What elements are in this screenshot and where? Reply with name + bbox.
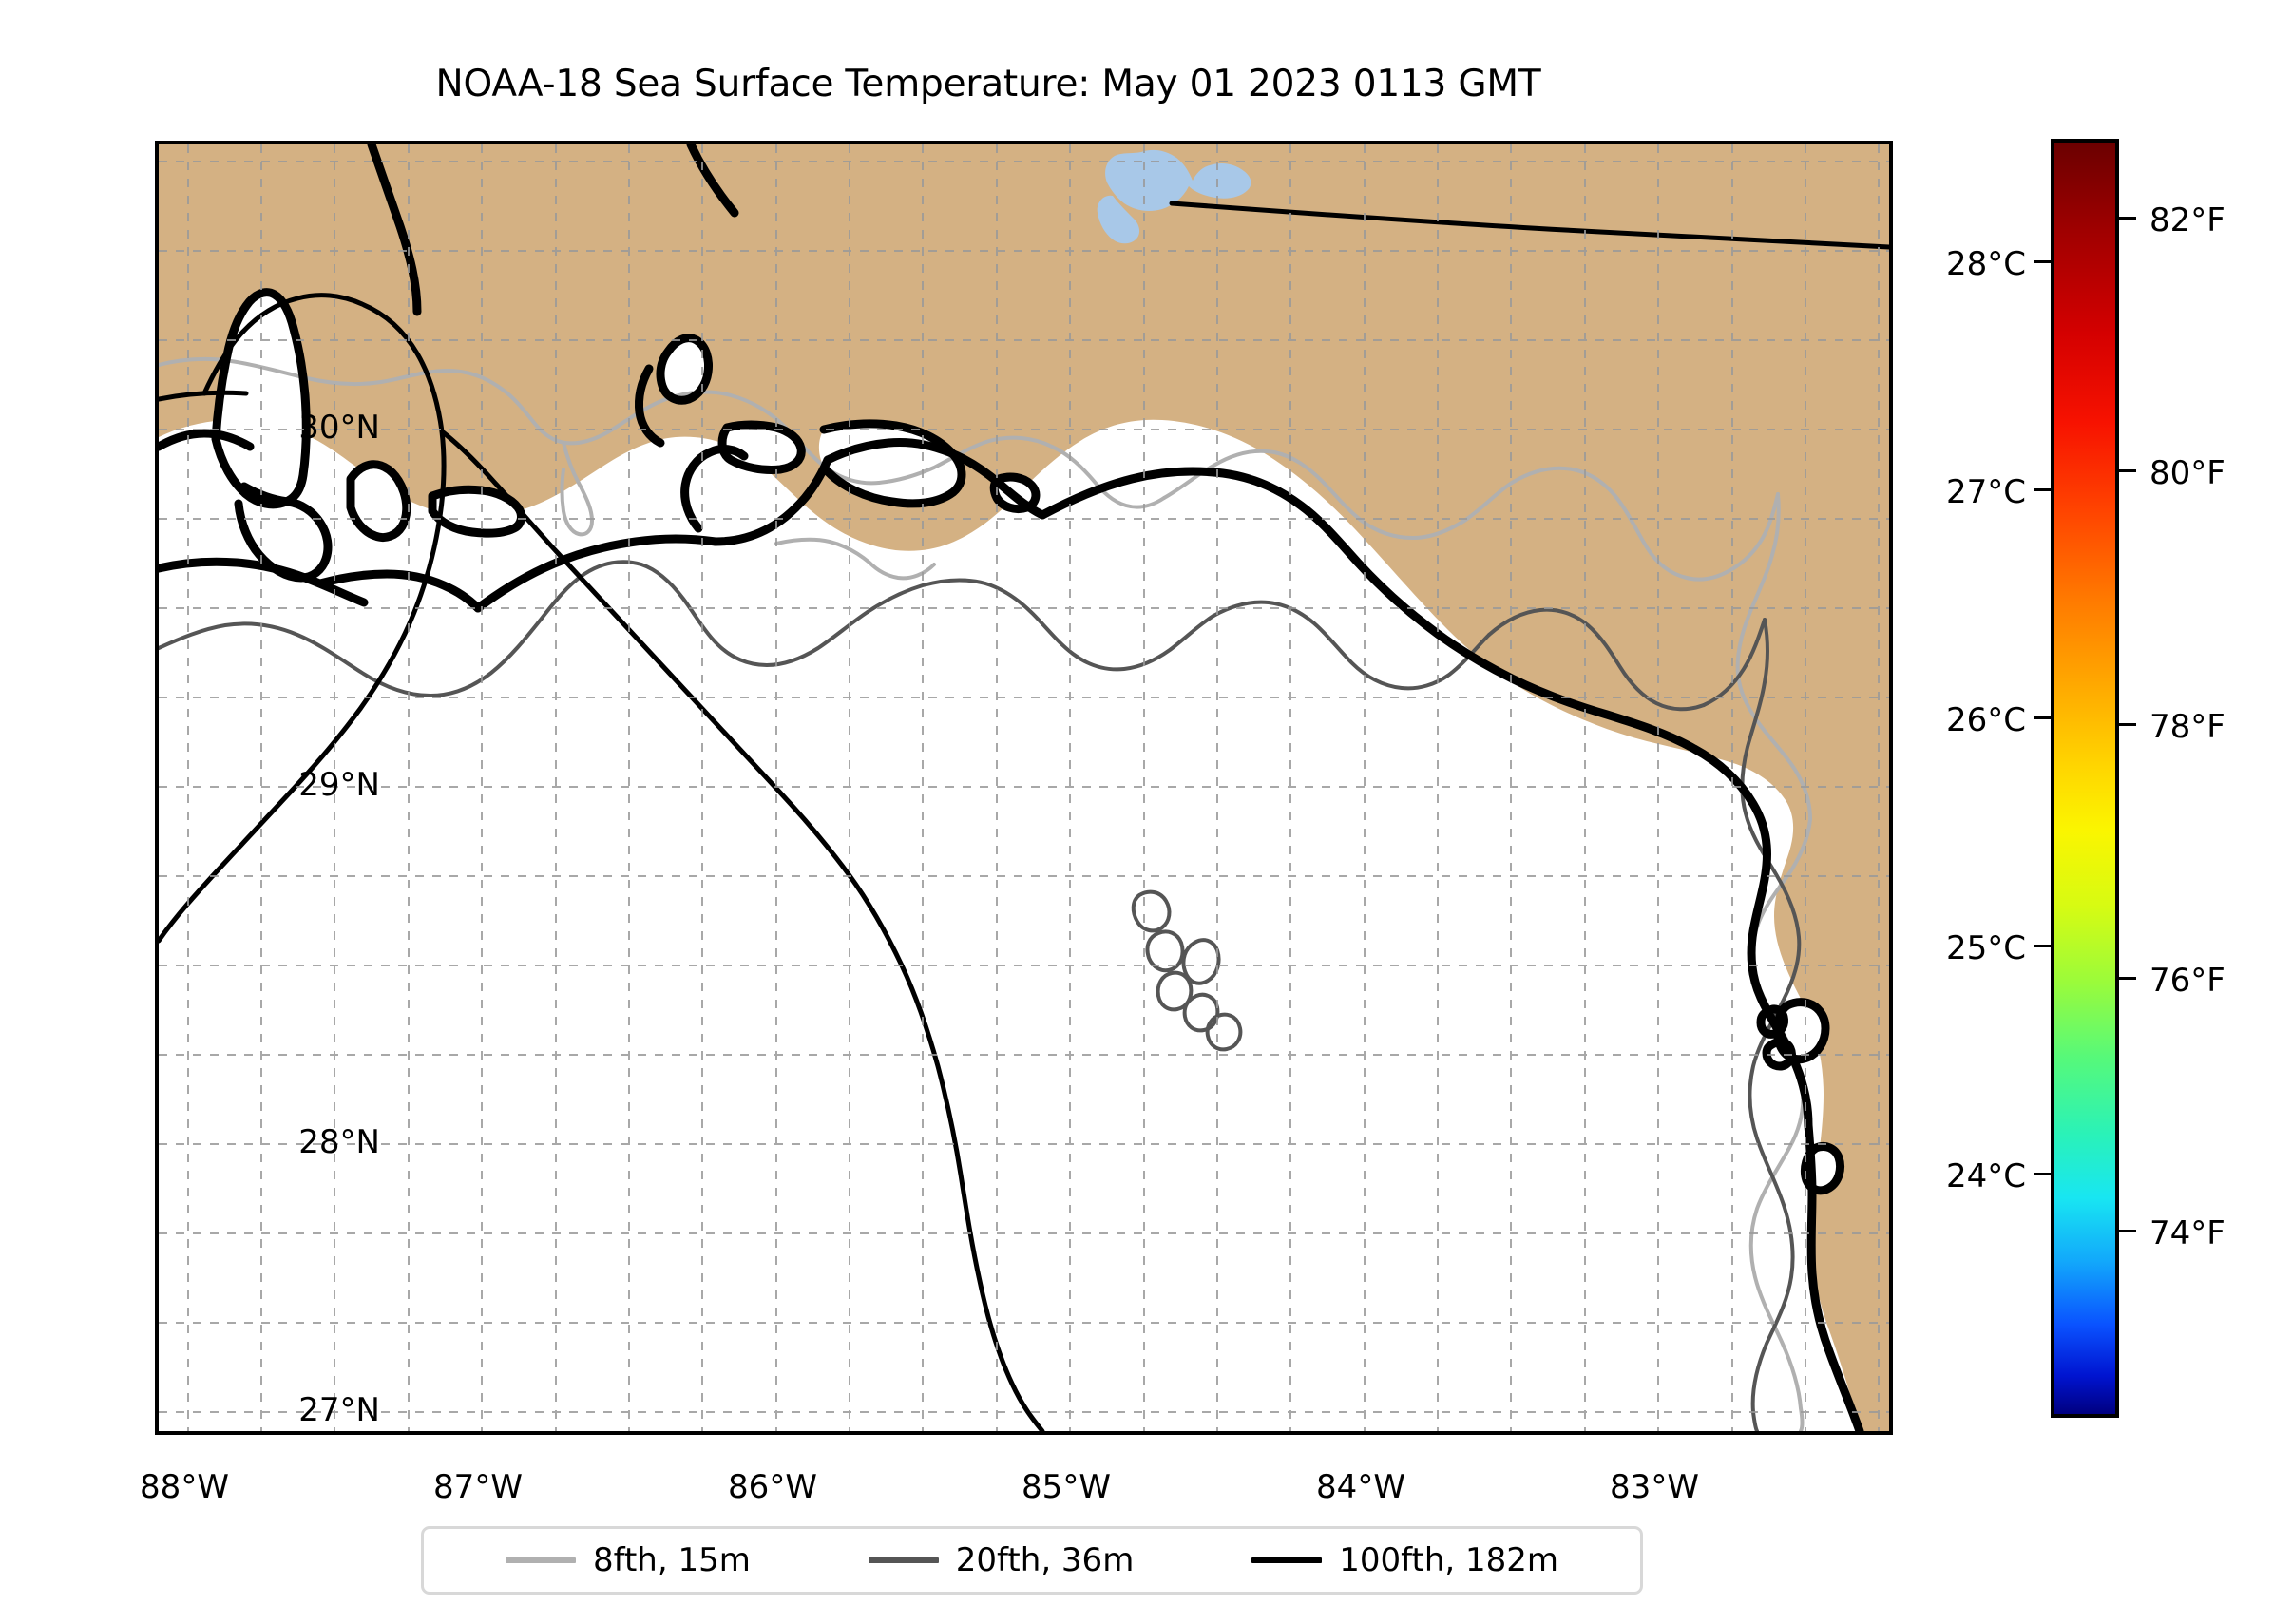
grid-layer (159, 144, 1889, 1431)
x-tick-minor (923, 1431, 926, 1435)
legend-label-100fth: 100fth, 182m (1339, 1541, 1559, 1579)
x-tick-minor (1438, 1431, 1441, 1435)
y-tick-minor (155, 340, 159, 343)
x-tick-minor (1805, 1431, 1808, 1435)
x-axis-label-87w: 87°W (433, 1468, 523, 1506)
x-tick-major-86w (776, 1431, 779, 1435)
map-plot-area[interactable] (155, 141, 1893, 1435)
lake-layer (1097, 149, 1251, 244)
x-tick-minor (1290, 1431, 1293, 1435)
legend-line-swatch-100fth (1251, 1557, 1323, 1563)
land-polygon-layer (159, 144, 1889, 1431)
y-axis-label-27n: 27°N (298, 1391, 380, 1429)
colorbar-tick-26c (2034, 716, 2051, 719)
land-gulf-coast (159, 144, 1889, 1431)
legend-item-100fth[interactable]: 100fth, 182m (1251, 1541, 1558, 1579)
y-axis-label-29n: 29°N (298, 766, 380, 804)
x-axis-label-83w: 83°W (1610, 1468, 1699, 1506)
legend-label-20fth: 20fth, 36m (955, 1541, 1135, 1579)
y-tick-minor (155, 1233, 159, 1236)
temperature-colorbar[interactable] (2034, 139, 2136, 1418)
y-tick-minor (155, 876, 159, 879)
legend-item-8fth[interactable]: 8fth, 15m (505, 1541, 751, 1579)
figure-title-line-1: NOAA-18 Sea Surface Temperature: May 01 … (435, 62, 1541, 105)
x-tick-minor (850, 1431, 852, 1435)
y-tick-major-29n (155, 787, 159, 790)
y-tick-minor (155, 162, 159, 164)
x-tick-major-83w (1658, 1431, 1661, 1435)
legend-item-20fth[interactable]: 20fth, 36m (868, 1541, 1135, 1579)
x-axis-label-85w: 85°W (1022, 1468, 1111, 1506)
x-tick-minor (556, 1431, 559, 1435)
y-tick-minor (155, 697, 159, 700)
colorbar-label-24c: 24°C (1945, 1157, 2026, 1195)
choctawhatchee-bay (432, 489, 522, 534)
x-tick-minor (409, 1431, 411, 1435)
colorbar-tick-78f (2119, 723, 2136, 726)
y-axis-label-28n: 28°N (298, 1123, 380, 1161)
x-tick-minor (334, 1431, 337, 1435)
y-tick-minor (155, 1055, 159, 1058)
colorbar-tick-74f (2119, 1230, 2136, 1232)
colorbar-label-27c: 27°C (1945, 473, 2026, 511)
x-tick-minor (997, 1431, 1000, 1435)
colorbar-tick-76f (2119, 977, 2136, 980)
colorbar-label-28c: 28°C (1945, 245, 2026, 283)
y-tick-minor (155, 965, 159, 968)
colorbar-label-25c: 25°C (1945, 929, 2026, 967)
x-tick-minor (1217, 1431, 1220, 1435)
x-axis-label-84w: 84°W (1316, 1468, 1405, 1506)
st-andrew-bay (660, 337, 709, 401)
lake-seminole-tail (1097, 195, 1140, 244)
x-axis-label-86w: 86°W (728, 1468, 817, 1506)
x-tick-minor (1585, 1431, 1588, 1435)
colorbar-label-26c: 26°C (1945, 701, 2026, 739)
x-tick-minor (261, 1431, 264, 1435)
y-tick-minor (155, 251, 159, 254)
colorbar-label-78f: 78°F (2149, 708, 2225, 746)
colorbar-tick-28c (2034, 260, 2051, 263)
x-tick-major-87w (482, 1431, 485, 1435)
lake-seminole (1105, 149, 1251, 211)
x-tick-minor (1511, 1431, 1514, 1435)
colorbar-tick-24c (2034, 1173, 2051, 1175)
bathymetry-legend[interactable]: 8fth, 15m 20fth, 36m 100fth, 182m (421, 1526, 1643, 1595)
x-tick-minor (629, 1431, 632, 1435)
x-tick-minor (1144, 1431, 1147, 1435)
colorbar-label-74f: 74°F (2149, 1214, 2225, 1252)
x-tick-minor (702, 1431, 705, 1435)
coastline-layer (159, 144, 1864, 1431)
mobile-bay (216, 292, 307, 505)
y-tick-major-28n (155, 1144, 159, 1147)
colorbar-tick-25c (2034, 945, 2051, 947)
colorbar-tick-27c (2034, 488, 2051, 491)
map-vector-layer (159, 144, 1889, 1431)
colorbar-label-76f: 76°F (2149, 962, 2225, 1000)
y-tick-minor (155, 1323, 159, 1326)
y-axis-label-30n: 30°N (298, 409, 380, 447)
map-canvas (159, 144, 1889, 1431)
x-tick-major-88w (188, 1431, 191, 1435)
x-tick-major-85w (1070, 1431, 1073, 1435)
legend-line-swatch-20fth (868, 1557, 939, 1563)
legend-label-8fth: 8fth, 15m (592, 1541, 751, 1579)
x-tick-minor (1879, 1431, 1881, 1435)
x-tick-minor (1732, 1431, 1735, 1435)
colorbar-tick-82f (2119, 217, 2136, 220)
y-tick-major-30n (155, 430, 159, 432)
colorbar-gradient (2051, 139, 2119, 1418)
colorbar-label-82f: 82°F (2149, 201, 2225, 239)
colorbar-label-80f: 80°F (2149, 454, 2225, 492)
legend-line-swatch-8fth (505, 1557, 576, 1563)
y-tick-major-27n (155, 1412, 159, 1415)
y-tick-minor (155, 519, 159, 522)
x-axis-label-88w: 88°W (140, 1468, 229, 1506)
colorbar-tick-80f (2119, 469, 2136, 472)
x-tick-major-84w (1365, 1431, 1367, 1435)
y-tick-minor (155, 608, 159, 611)
